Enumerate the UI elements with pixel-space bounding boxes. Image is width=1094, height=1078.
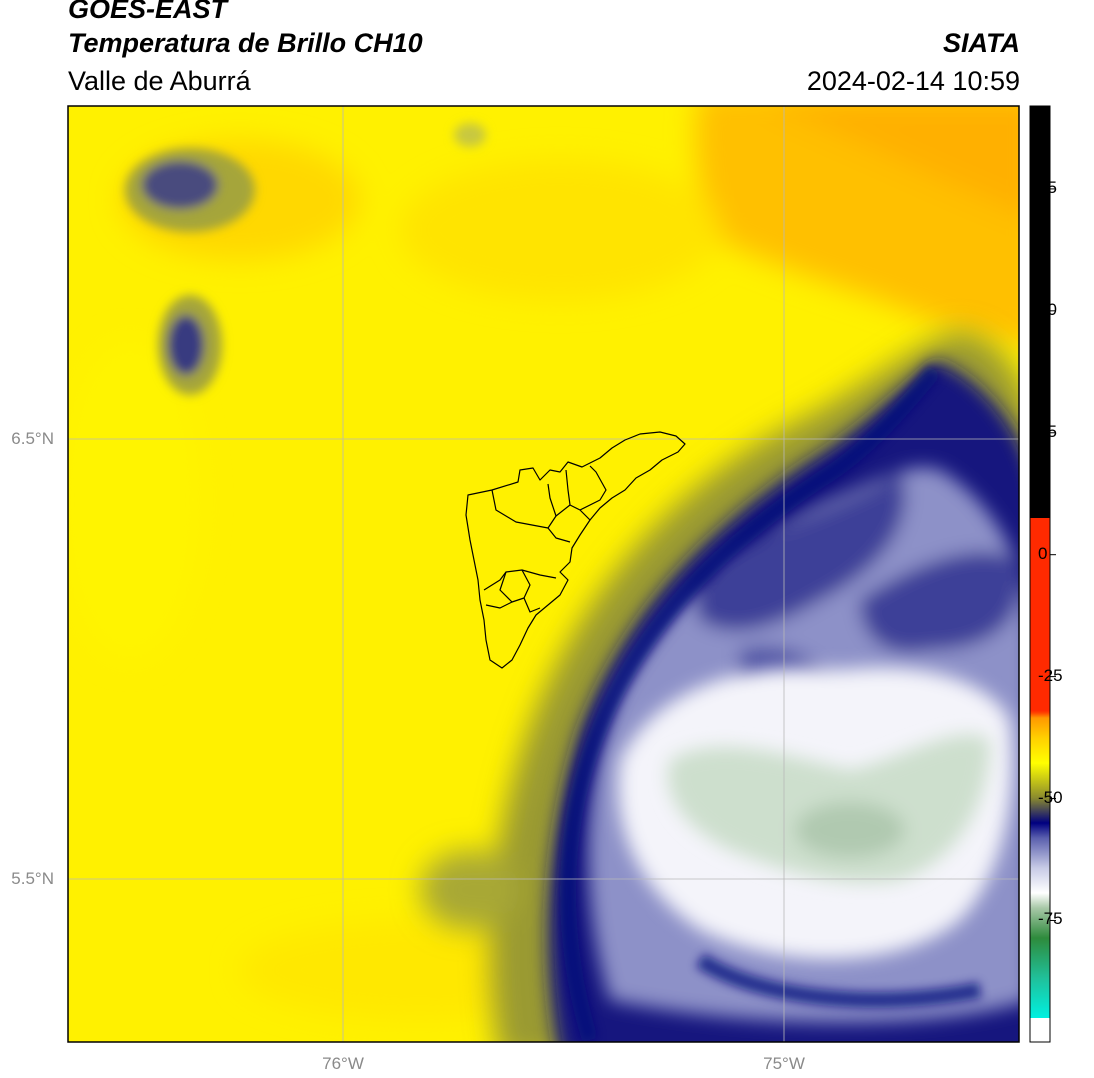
graticule (68, 106, 1019, 1042)
colorbar-tick-label: -50 (1038, 787, 1063, 807)
brightness-temperature-raster (68, 106, 1019, 1042)
agency-label: SIATA (943, 28, 1020, 58)
product-title: Temperatura de Brillo CH10 (68, 28, 423, 58)
timestamp-label: 2024-02-14 10:59 (806, 66, 1020, 96)
colorbar-tick-label: 50 (1038, 299, 1057, 319)
satellite-title: GOES-EAST (68, 0, 228, 24)
colorbar-tick-label: 0 (1038, 543, 1048, 563)
colorbar-tick-label: 25 (1038, 421, 1057, 441)
lon-label-76: 76°W (322, 1054, 364, 1073)
colorbar (1029, 105, 1056, 1043)
colorbar-tick-label: -75 (1038, 909, 1063, 929)
lat-label-6-5: 6.5°N (11, 429, 54, 448)
map-frame (67, 105, 1020, 1043)
colorbar-tick-label: 75 (1038, 177, 1057, 197)
region-title: Valle de Aburrá (68, 66, 251, 96)
lat-label-5-5: 5.5°N (11, 869, 54, 888)
lon-label-75: 75°W (763, 1054, 805, 1073)
municipality-boundaries (465, 431, 686, 669)
colorbar-tick-label: -25 (1038, 665, 1063, 685)
